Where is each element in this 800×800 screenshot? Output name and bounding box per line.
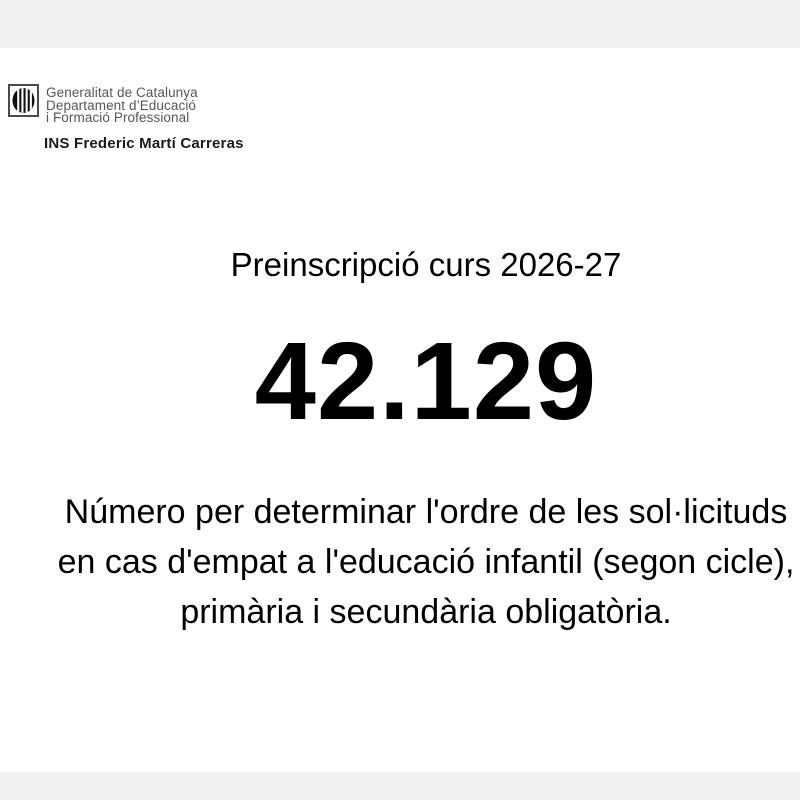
- description-line-1: Número per determinar l'ordre de les sol…: [64, 493, 788, 531]
- top-margin-band: [0, 0, 800, 48]
- org-line-3: i Formació Professional: [46, 110, 190, 126]
- org-line-1: Generalitat de Catalunya: [46, 85, 198, 100]
- lottery-number: 42.129: [254, 320, 598, 443]
- org-line-2: Departament d’Educació: [46, 97, 197, 113]
- bottom-margin-band: [0, 772, 800, 800]
- org-name-block: Generalitat de Catalunya Departament d’E…: [46, 85, 198, 126]
- description-line-3: primària i secundària obligatòria.: [180, 593, 672, 631]
- logo-row: Generalitat de Catalunya Departament d’E…: [8, 84, 368, 125]
- notice-content: Preinscripció curs 2026-27 42.129 Número…: [52, 0, 800, 800]
- letterhead: Generalitat de Catalunya Departament d’E…: [8, 84, 368, 153]
- notice-description: Número per determinar l'ordre de les sol…: [52, 487, 800, 637]
- generalitat-senyera-logo-icon: [8, 84, 39, 117]
- notice-title: Preinscripció curs 2026-27: [230, 246, 622, 283]
- description-line-2: en cas d'empat a l'educació infantil (se…: [57, 543, 795, 581]
- school-name: INS Frederic Martí Carreras: [44, 134, 244, 152]
